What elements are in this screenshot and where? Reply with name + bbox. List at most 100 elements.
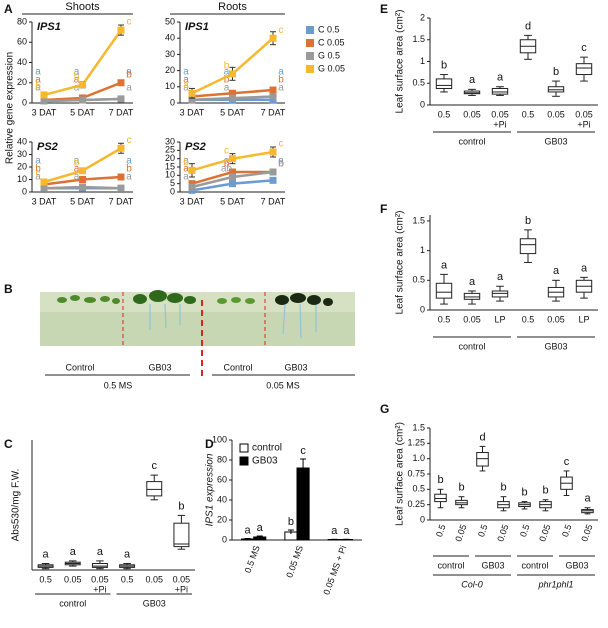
point xyxy=(40,91,48,99)
significance-letter: b xyxy=(224,75,230,86)
y-tick-label: 40 xyxy=(217,494,227,504)
significance-letter: b xyxy=(441,59,447,71)
x-tick-label: 0.05 xyxy=(547,314,565,324)
x-tick-label: 0.5 xyxy=(121,574,134,584)
legend-label: GB03 xyxy=(252,456,278,467)
significance-letter: c xyxy=(127,135,132,146)
x-tick-label: 0.05 xyxy=(579,523,594,543)
box xyxy=(435,78,453,89)
x-tick-label: 7 DAT xyxy=(109,107,134,117)
significance-letter: b xyxy=(458,482,464,494)
significance-letter: a xyxy=(224,67,230,78)
significance-letter: b xyxy=(437,474,443,486)
significance-letter: a xyxy=(35,156,41,167)
significance-letter: a xyxy=(469,74,476,86)
significance-letter: c xyxy=(581,42,587,54)
significance-letter: b xyxy=(553,66,559,78)
y-tick-label: 0 xyxy=(420,304,425,314)
y-tick-label: 20 xyxy=(165,153,175,163)
significance-letter: a xyxy=(74,156,80,167)
y-tick-label: 60 xyxy=(217,474,227,484)
y-tick-label: 100 xyxy=(212,434,227,444)
panel-title: PS2 xyxy=(185,141,206,153)
significance-letter: b xyxy=(278,75,284,86)
legend-swatch xyxy=(239,443,249,453)
supergroup-label: Col-0 xyxy=(461,579,483,589)
significance-letter: a xyxy=(278,156,284,167)
significance-letter: a xyxy=(245,524,252,536)
significance-letter: a xyxy=(43,548,50,560)
panel-label: E xyxy=(380,2,388,16)
y-tick-label: 0.5 xyxy=(412,275,425,285)
significance-letter: a xyxy=(74,164,80,175)
significance-letter: c xyxy=(279,139,284,150)
significance-letter: b xyxy=(542,485,548,497)
group-label: GB03 xyxy=(565,560,588,570)
x-tick-label: 5 DAT xyxy=(70,196,95,206)
column-title: Shoots xyxy=(65,1,100,13)
x-tick-label: LP xyxy=(578,314,589,324)
x-tick-label: 7 DAT xyxy=(261,196,286,206)
y-tick-label: 0.75 xyxy=(407,468,425,478)
significance-letter: a xyxy=(553,265,560,277)
y-tick-label: 0.5 xyxy=(412,484,425,494)
x-tick-label: 0.05 xyxy=(145,574,163,584)
x-tick-label: 0.5 xyxy=(518,523,532,538)
group-label: control xyxy=(59,598,86,608)
y-tick-label: 1 xyxy=(420,245,425,255)
y-tick-label: 2 xyxy=(420,12,425,22)
significance-letter: b xyxy=(74,157,80,168)
significance-letter: a xyxy=(278,67,284,78)
point xyxy=(117,79,125,87)
significance-letter: a xyxy=(70,546,77,558)
box xyxy=(519,238,537,255)
plants-gb03-005 xyxy=(275,293,333,306)
legend-label: control xyxy=(252,443,282,454)
point xyxy=(269,93,277,101)
significance-letter: b xyxy=(183,157,189,168)
point xyxy=(188,166,196,174)
significance-letter: a xyxy=(497,72,504,84)
significance-letter: a xyxy=(183,80,189,91)
medium-label: 0.5 MS xyxy=(104,380,133,390)
significance-letter: b xyxy=(126,69,132,80)
y-axis-title: Leaf surface area (cm²) xyxy=(395,211,406,315)
y-tick-label: 0 xyxy=(170,97,175,107)
group-label: control xyxy=(458,136,485,146)
significance-letter: b xyxy=(278,159,284,170)
significance-letter: a xyxy=(183,156,189,167)
significance-letter: a xyxy=(126,67,132,78)
y-tick-label: 1.0 xyxy=(412,453,425,463)
group-label: control xyxy=(521,560,548,570)
significance-letter: a xyxy=(74,67,80,78)
y-axis-title: IPS1 expression xyxy=(205,453,216,526)
legend-label: C 0.05 xyxy=(318,37,345,47)
y-tick-label: 20 xyxy=(17,77,27,87)
box xyxy=(435,282,453,299)
legend-swatch xyxy=(306,65,314,73)
x-tick-label: 5 DAT xyxy=(70,107,95,117)
panel-title: IPS1 xyxy=(37,21,61,33)
significance-letter: d xyxy=(479,431,485,443)
y-tick-label: 10 xyxy=(165,81,175,91)
x-tick-label: 0.5 xyxy=(476,523,490,538)
x-tick-label: 0.5 xyxy=(560,523,574,538)
y-tick-label: 1.25 xyxy=(407,438,425,448)
significance-letter: a xyxy=(35,83,41,94)
point xyxy=(188,89,196,97)
y-tick-label: 15 xyxy=(165,161,175,171)
significance-letter: b xyxy=(288,516,294,528)
photo-highlight xyxy=(40,292,355,312)
significance-letter: a xyxy=(74,172,80,183)
y-tick-label: 0.25 xyxy=(407,499,425,509)
y-tick-label: 0 xyxy=(22,186,27,196)
significance-letter: b xyxy=(178,500,184,512)
significance-letter: c xyxy=(127,17,132,28)
point xyxy=(229,168,236,176)
point xyxy=(79,183,86,191)
significance-letter: b xyxy=(500,482,506,494)
significance-letter: b xyxy=(525,215,531,227)
y-tick-label: 1.5 xyxy=(412,422,425,432)
x-tick-label: 0.05 xyxy=(64,574,82,584)
x-tick-label: 0.05 xyxy=(575,109,593,119)
